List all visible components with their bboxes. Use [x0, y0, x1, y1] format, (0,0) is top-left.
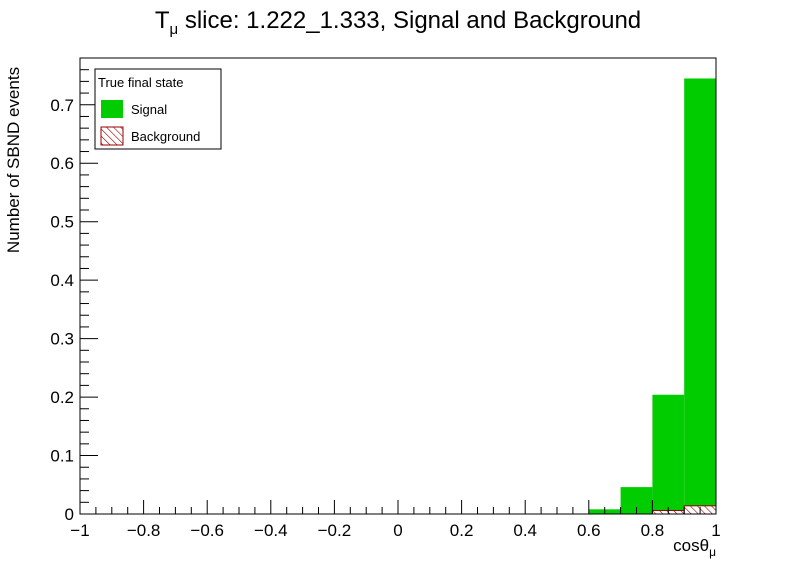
- x-tick-label: −1: [70, 521, 89, 540]
- x-tick-label: 0.6: [577, 521, 601, 540]
- legend-swatch-background: [100, 126, 124, 146]
- x-tick-label: −0.6: [190, 521, 224, 540]
- y-axis-label: Number of SBND events: [4, 67, 23, 253]
- x-axis-label: cosθμ: [673, 536, 716, 559]
- y-tick-label: 0.4: [50, 271, 74, 290]
- x-tick-label: 0.8: [641, 521, 665, 540]
- y-tick-label: 0.7: [50, 96, 74, 115]
- y-tick-label: 0.6: [50, 154, 74, 173]
- y-tick-label: 0: [65, 505, 74, 524]
- signal-bar-2: [652, 394, 685, 514]
- y-tick-label: 0.2: [50, 388, 74, 407]
- signal-bar-3: [684, 78, 716, 514]
- legend: True final state Signal Background: [94, 68, 222, 150]
- x-tick-label: −0.8: [127, 521, 161, 540]
- x-tick-label: −0.2: [318, 521, 352, 540]
- x-tick-label: 0.4: [513, 521, 537, 540]
- legend-title: True final state: [98, 75, 184, 90]
- y-tick-label: 0.1: [50, 447, 74, 466]
- x-tick-label: −0.4: [254, 521, 288, 540]
- plot-frame: [79, 57, 717, 515]
- x-tick-label: 0: [393, 521, 402, 540]
- legend-label-background: Background: [131, 129, 200, 144]
- y-tick-label: 0.5: [50, 213, 74, 232]
- legend-label-signal: Signal: [131, 102, 167, 117]
- legend-swatch-signal: [101, 100, 123, 118]
- x-tick-label: 0.2: [450, 521, 474, 540]
- chart-title: Tμ slice: 1.222_1.333, Signal and Backgr…: [155, 7, 641, 38]
- y-tick-label: 0.3: [50, 330, 74, 349]
- tick-labels-layer: −1 −0.8 −0.6 −0.4 −0.2 0 0.2 0.4 0.6 0.8 1 0 0.1 0.2 0…: [50, 96, 720, 540]
- bars-layer: [588, 78, 717, 515]
- x-tick-label: 1: [711, 521, 720, 540]
